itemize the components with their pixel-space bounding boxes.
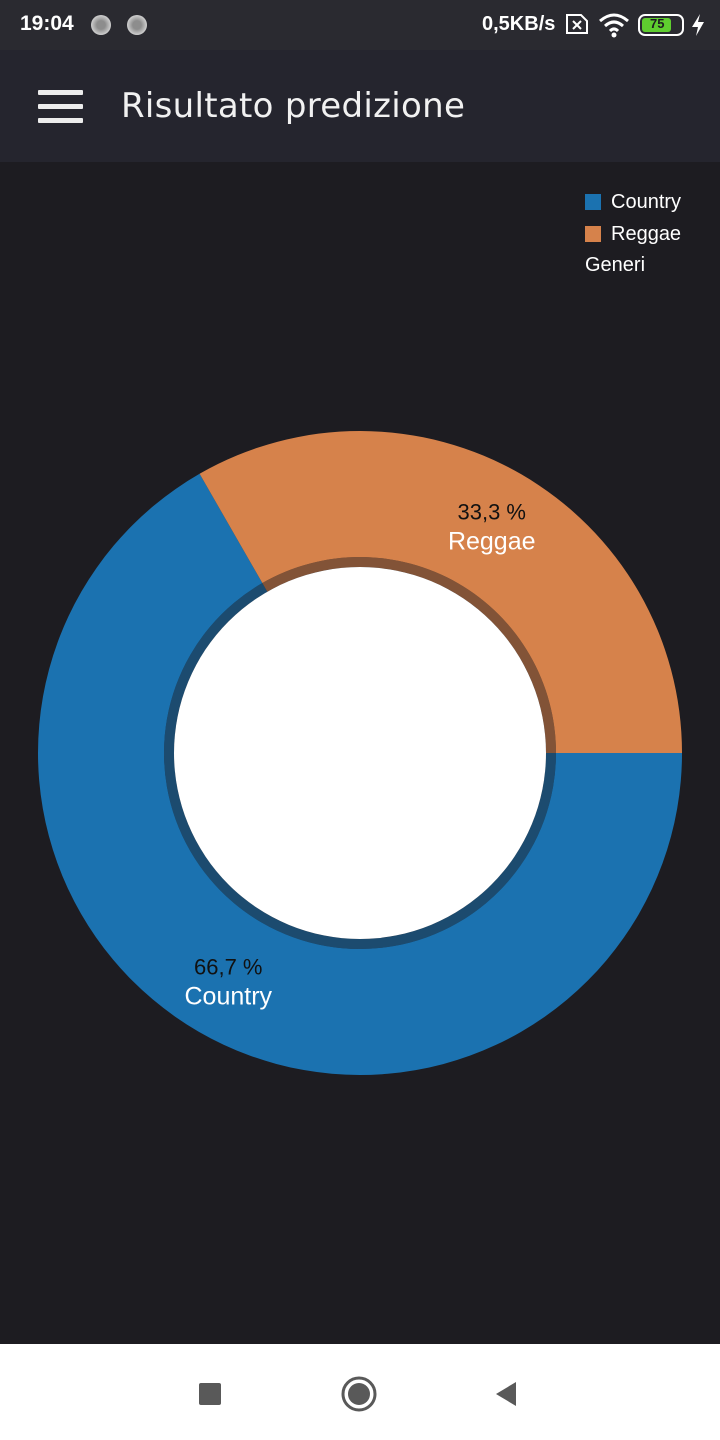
network-speed: 0,5KB/s <box>482 13 556 35</box>
page-title: Risultato predizione <box>121 86 466 126</box>
legend-item-reggae[interactable]: Reggae <box>585 218 681 250</box>
home-circle-icon <box>341 1376 377 1412</box>
legend-label: Reggae <box>611 222 682 245</box>
back-triangle-icon <box>496 1382 516 1406</box>
charging-icon <box>692 14 704 36</box>
status-bar: 19:04 0,5KB/s 75 <box>0 0 720 50</box>
donut-hole <box>174 567 546 939</box>
app-bar: Risultato predizione <box>0 50 720 162</box>
slice-name-label: Reggae <box>448 527 536 555</box>
legend-swatch <box>585 194 601 210</box>
slice-name-label: Country <box>184 983 272 1011</box>
home-button[interactable] <box>339 1374 379 1414</box>
hamburger-icon <box>38 89 83 95</box>
notification-icon <box>91 15 111 35</box>
pie-slice-country[interactable] <box>38 473 683 1075</box>
slice-percent-label: 66,7 % <box>194 955 263 980</box>
no-sim-icon <box>566 14 588 34</box>
slice-highlight-ring <box>262 557 556 753</box>
chart-area: 66,7 % Country 33,3 % Reggae Country Reggae… <box>0 162 720 1344</box>
notification-icon <box>127 15 147 35</box>
donut-chart: 66,7 % Country 33,3 % Reggae <box>38 430 683 1075</box>
wifi-icon <box>599 13 629 38</box>
legend-label: Country <box>611 190 682 213</box>
legend: Country Reggae Generi <box>585 186 681 277</box>
battery-icon: 75 <box>638 14 684 36</box>
pie-slice-reggae[interactable] <box>199 430 682 753</box>
slice-percent-label: 33,3 % <box>457 499 526 524</box>
system-nav-bar <box>0 1344 720 1440</box>
recents-square-icon <box>199 1383 221 1405</box>
menu-button[interactable] <box>30 80 90 132</box>
recents-button[interactable] <box>190 1374 230 1414</box>
legend-title: Generi <box>585 254 646 276</box>
status-time: 19:04 <box>20 12 74 35</box>
back-button[interactable] <box>486 1374 526 1414</box>
legend-item-country[interactable]: Country <box>585 186 681 218</box>
battery-level: 75 <box>650 16 665 31</box>
legend-swatch <box>585 226 601 242</box>
